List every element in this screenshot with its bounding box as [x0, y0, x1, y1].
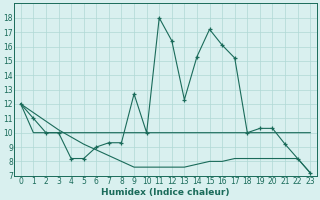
X-axis label: Humidex (Indice chaleur): Humidex (Indice chaleur) — [101, 188, 230, 197]
